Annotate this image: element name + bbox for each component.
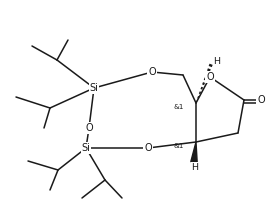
Text: O: O — [144, 143, 152, 153]
Text: H: H — [191, 163, 199, 172]
Text: O: O — [206, 72, 214, 82]
Text: &1: &1 — [174, 104, 184, 110]
Text: O: O — [257, 95, 265, 105]
Text: Si: Si — [89, 83, 98, 93]
Polygon shape — [191, 142, 197, 162]
Text: &1: &1 — [174, 143, 184, 149]
Text: O: O — [85, 123, 93, 133]
Text: H: H — [214, 57, 220, 66]
Text: Si: Si — [81, 143, 90, 153]
Text: O: O — [148, 67, 156, 77]
